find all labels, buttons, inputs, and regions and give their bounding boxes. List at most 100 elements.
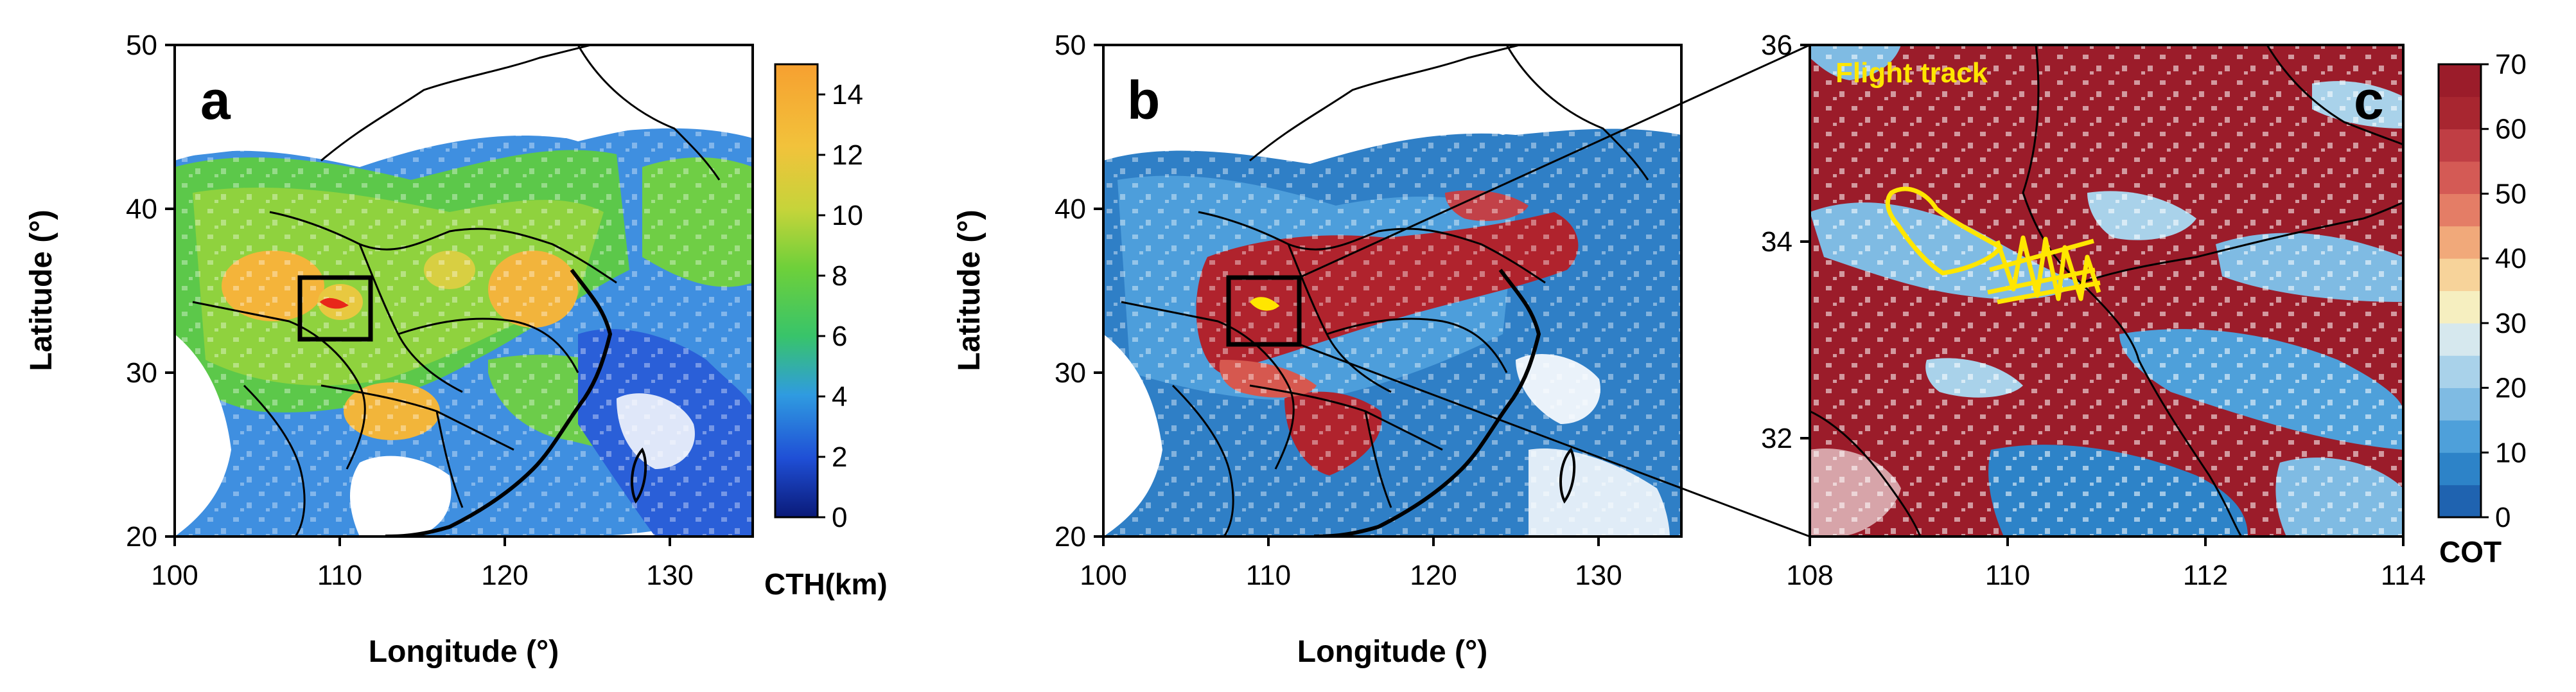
panel-a-borders [192, 45, 721, 537]
cot-colorbar-label: COT [2439, 535, 2502, 569]
panel-c: Flight track c 108 110 112 114 32 34 36 [1761, 30, 2426, 591]
panel-a-study-box [297, 275, 373, 342]
cth-tick-label: 10 [832, 200, 863, 231]
panel-b: b 100 110 120 130 20 30 40 50 Longitude … [952, 30, 1683, 669]
panel-b-taiwan [1559, 447, 1576, 504]
cth-colorbar: 0 2 4 6 8 10 12 14 CTH(km) [764, 63, 888, 601]
cot-tick-label: 20 [2495, 373, 2527, 404]
cth-tick-label: 0 [832, 502, 847, 533]
x-tick-label: 130 [1575, 560, 1622, 591]
x-tick-label: 130 [646, 560, 693, 591]
cot-colorbar-ticks: 0 10 20 30 40 50 60 70 [2481, 49, 2527, 533]
cth-tick-label: 6 [832, 321, 847, 352]
y-tick-label: 50 [1055, 30, 1086, 61]
cot-class-swatch [2439, 96, 2481, 130]
x-tick-label: 110 [317, 560, 362, 591]
x-tick-label: 108 [1786, 560, 1833, 591]
cth-tick-label: 2 [832, 441, 847, 473]
panel-b-frame [1102, 44, 1683, 538]
panel-c-cot-field [1810, 45, 2403, 537]
y-tick-label: 30 [1055, 357, 1086, 389]
cth-tick-label: 14 [832, 79, 863, 111]
y-tick-label: 20 [126, 521, 157, 553]
y-tick-label: 50 [126, 30, 157, 61]
cot-tick-label: 50 [2495, 178, 2527, 209]
x-tick-label: 120 [481, 560, 528, 591]
flight-track-annotation: Flight track [1836, 57, 1988, 89]
panel-b-xlabel: Longitude (°) [1297, 635, 1487, 669]
x-tick-label: 110 [1985, 560, 2030, 591]
panel-b-ylabel: Latitude (°) [952, 209, 986, 371]
panel-a-coastline [385, 269, 613, 537]
cot-class-swatch [2439, 193, 2481, 227]
x-tick-label: 112 [2183, 560, 2228, 591]
y-tick-label: 36 [1761, 30, 1792, 61]
panel-b-borders [1121, 45, 1649, 537]
panel-a-x-ticks: 100 110 120 130 [151, 537, 694, 591]
zoom-line-top [1299, 44, 1810, 279]
y-tick-label: 40 [1055, 193, 1086, 225]
cot-class-swatch [2439, 226, 2481, 259]
cth-colorbar-label: CTH(km) [764, 567, 888, 601]
flight-track-loop [1885, 186, 2003, 276]
cot-colorbar-classes [2439, 64, 2481, 518]
cot-class-swatch [2439, 420, 2481, 453]
panel-a-track [319, 297, 349, 309]
cth-tick-label: 8 [832, 260, 847, 292]
flight-track [1885, 186, 2101, 305]
panel-b-cot-field [1103, 45, 1681, 537]
panel-b-coastline [1313, 269, 1541, 537]
cot-class-swatch [2439, 161, 2481, 194]
y-tick-label: 40 [126, 193, 157, 225]
panel-b-track [1249, 297, 1280, 311]
cth-tick-label: 12 [832, 139, 863, 171]
cot-class-swatch [2439, 355, 2481, 389]
y-tick-label: 30 [126, 357, 157, 389]
cot-tick-label: 40 [2495, 243, 2527, 274]
panel-a-ylabel: Latitude (°) [24, 209, 58, 371]
panel-a-y-ticks: 20 30 40 50 [126, 30, 175, 553]
panel-a-cth-field [175, 45, 753, 537]
x-tick-label: 110 [1246, 560, 1291, 591]
x-tick-label: 100 [151, 560, 198, 591]
panel-c-borders [1810, 45, 2403, 537]
panel-b-x-ticks: 100 110 120 130 [1080, 537, 1622, 591]
panel-c-frame [1809, 44, 2405, 538]
panel-a: a 100 110 120 130 20 30 40 50 Longitude … [24, 30, 754, 669]
cot-class-swatch [2439, 129, 2481, 162]
cot-tick-label: 30 [2495, 308, 2527, 339]
x-tick-label: 100 [1080, 560, 1126, 591]
panel-c-x-ticks: 108 110 112 114 [1786, 537, 2426, 591]
y-tick-label: 34 [1761, 226, 1792, 258]
panel-a-taiwan [631, 447, 647, 504]
panel-c-y-ticks: 32 34 36 [1761, 30, 1810, 454]
y-tick-label: 32 [1761, 423, 1792, 454]
panel-c-label: c [2354, 70, 2384, 130]
cot-class-swatch [2439, 290, 2481, 324]
cot-colorbar-frame [2437, 63, 2482, 519]
cot-class-swatch [2439, 64, 2481, 97]
panel-b-label: b [1127, 70, 1160, 130]
cot-class-swatch [2439, 323, 2481, 356]
cth-colorbar-ticks: 0 2 4 6 8 10 12 14 [818, 79, 863, 533]
panel-a-xlabel: Longitude (°) [369, 635, 559, 669]
cot-colorbar: 0 10 20 30 40 50 60 70 COT [2437, 49, 2527, 569]
cot-class-swatch [2439, 484, 2481, 518]
cot-class-swatch [2439, 258, 2481, 291]
cot-tick-label: 70 [2495, 49, 2527, 80]
panel-a-label: a [200, 70, 231, 130]
panel-b-y-ticks: 20 30 40 50 [1055, 30, 1103, 553]
cot-class-swatch [2439, 452, 2481, 486]
zoom-line-bottom [1299, 343, 1810, 538]
cot-tick-label: 0 [2495, 502, 2510, 533]
cot-tick-label: 60 [2495, 114, 2527, 145]
cth-tick-label: 4 [832, 381, 847, 413]
panel-a-frame [173, 44, 754, 538]
panel-b-study-box [1226, 275, 1302, 347]
cot-class-swatch [2439, 387, 2481, 421]
x-tick-label: 120 [1410, 560, 1457, 591]
cot-tick-label: 10 [2495, 437, 2527, 468]
y-tick-label: 20 [1055, 521, 1086, 553]
flight-track-legs [1987, 238, 2101, 305]
